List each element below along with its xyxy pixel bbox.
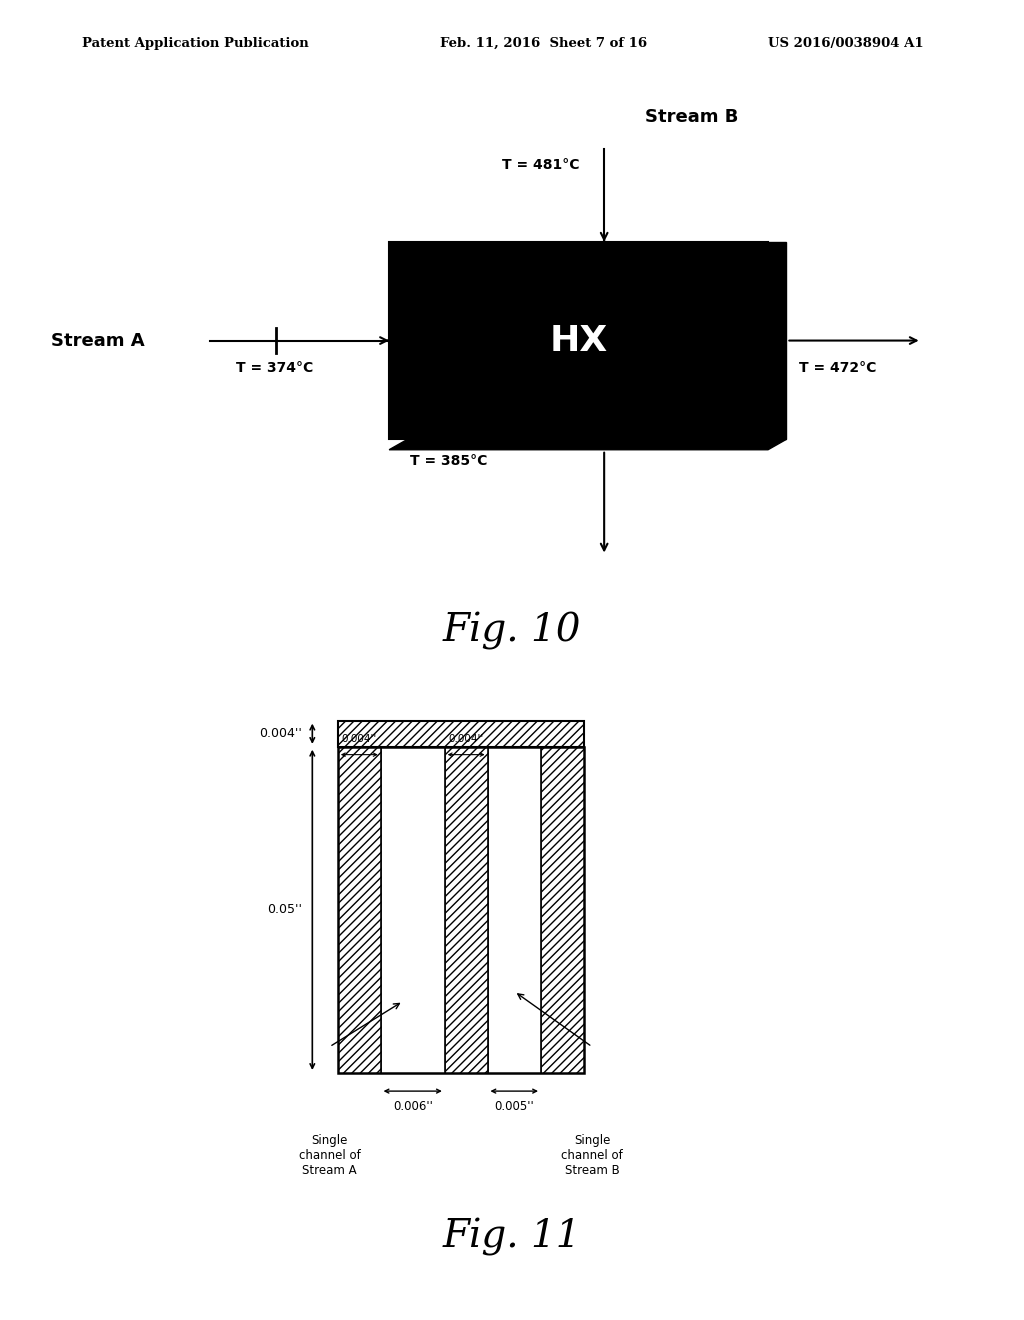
Text: T = 374°C: T = 374°C — [236, 360, 312, 375]
Text: T = 385°C: T = 385°C — [410, 454, 487, 467]
Bar — [338, 721, 584, 747]
Bar — [389, 242, 768, 440]
Bar — [338, 747, 381, 1073]
Text: US 2016/0038904 A1: US 2016/0038904 A1 — [768, 37, 924, 50]
Bar — [338, 721, 584, 747]
Polygon shape — [768, 242, 786, 440]
Bar — [338, 747, 584, 1073]
Text: Patent Application Publication: Patent Application Publication — [82, 37, 308, 50]
Polygon shape — [389, 440, 786, 450]
Bar — [444, 747, 487, 1073]
Text: Feb. 11, 2016  Sheet 7 of 16: Feb. 11, 2016 Sheet 7 of 16 — [440, 37, 647, 50]
Bar — [338, 747, 584, 1073]
Text: Fig. 10: Fig. 10 — [442, 612, 582, 649]
Text: 0.006'': 0.006'' — [393, 1100, 433, 1113]
Bar — [541, 747, 584, 1073]
Text: T = 481°C: T = 481°C — [502, 157, 580, 172]
Text: Single
channel of
Stream A: Single channel of Stream A — [299, 1134, 360, 1176]
Text: 0.005'': 0.005'' — [495, 1100, 535, 1113]
Text: Stream A: Stream A — [51, 331, 144, 350]
Text: 0.004'': 0.004'' — [259, 727, 302, 741]
Text: 0.004'': 0.004'' — [342, 734, 377, 743]
Text: Single
channel of
Stream B: Single channel of Stream B — [561, 1134, 623, 1176]
Text: Stream B: Stream B — [645, 108, 738, 127]
Text: T = 472°C: T = 472°C — [799, 360, 877, 375]
Text: Fig. 11: Fig. 11 — [442, 1218, 582, 1255]
Text: 0.05'': 0.05'' — [267, 903, 302, 916]
Text: HX: HX — [550, 323, 607, 358]
Text: 0.004'': 0.004'' — [449, 734, 483, 743]
